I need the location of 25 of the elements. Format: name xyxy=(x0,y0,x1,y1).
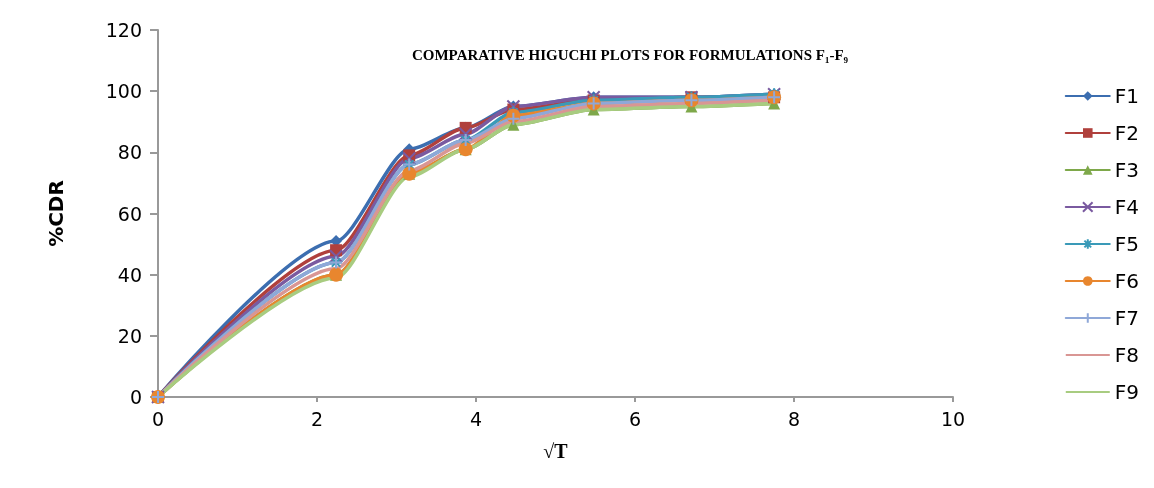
y-tick-label: 0 xyxy=(129,386,142,408)
x-axis-title: √T xyxy=(543,440,569,462)
x-tick-label: 8 xyxy=(787,407,801,430)
legend-label: F4 xyxy=(1114,195,1140,219)
legend-label: F6 xyxy=(1114,269,1140,293)
y-tick-label: 120 xyxy=(105,19,142,41)
legend-label: F8 xyxy=(1114,343,1140,367)
legend-label: F5 xyxy=(1114,232,1140,256)
legend-label: F1 xyxy=(1114,84,1140,108)
legend-label: F2 xyxy=(1114,121,1140,145)
x-tick-label: 4 xyxy=(469,407,483,430)
legend-label: F9 xyxy=(1114,380,1140,404)
y-tick-label: 20 xyxy=(117,324,142,347)
y-tick-label: 100 xyxy=(105,80,142,103)
y-tick-label: 40 xyxy=(117,263,142,286)
x-tick-label: 0 xyxy=(151,407,165,430)
legend-label: F7 xyxy=(1114,306,1140,330)
legend-label: F3 xyxy=(1114,158,1140,182)
y-tick-label: 80 xyxy=(117,141,142,164)
y-axis-title: %CDR xyxy=(44,180,68,247)
y-tick-label: 60 xyxy=(117,202,142,225)
text: COMPARATIVE HIGUCHI PLOTS FOR FORMULATIONS F₁-F₉ xyxy=(411,46,849,63)
x-tick-label: 6 xyxy=(628,407,642,430)
x-tick-label: 2 xyxy=(310,407,324,430)
x-tick-label: 10 xyxy=(940,407,966,430)
